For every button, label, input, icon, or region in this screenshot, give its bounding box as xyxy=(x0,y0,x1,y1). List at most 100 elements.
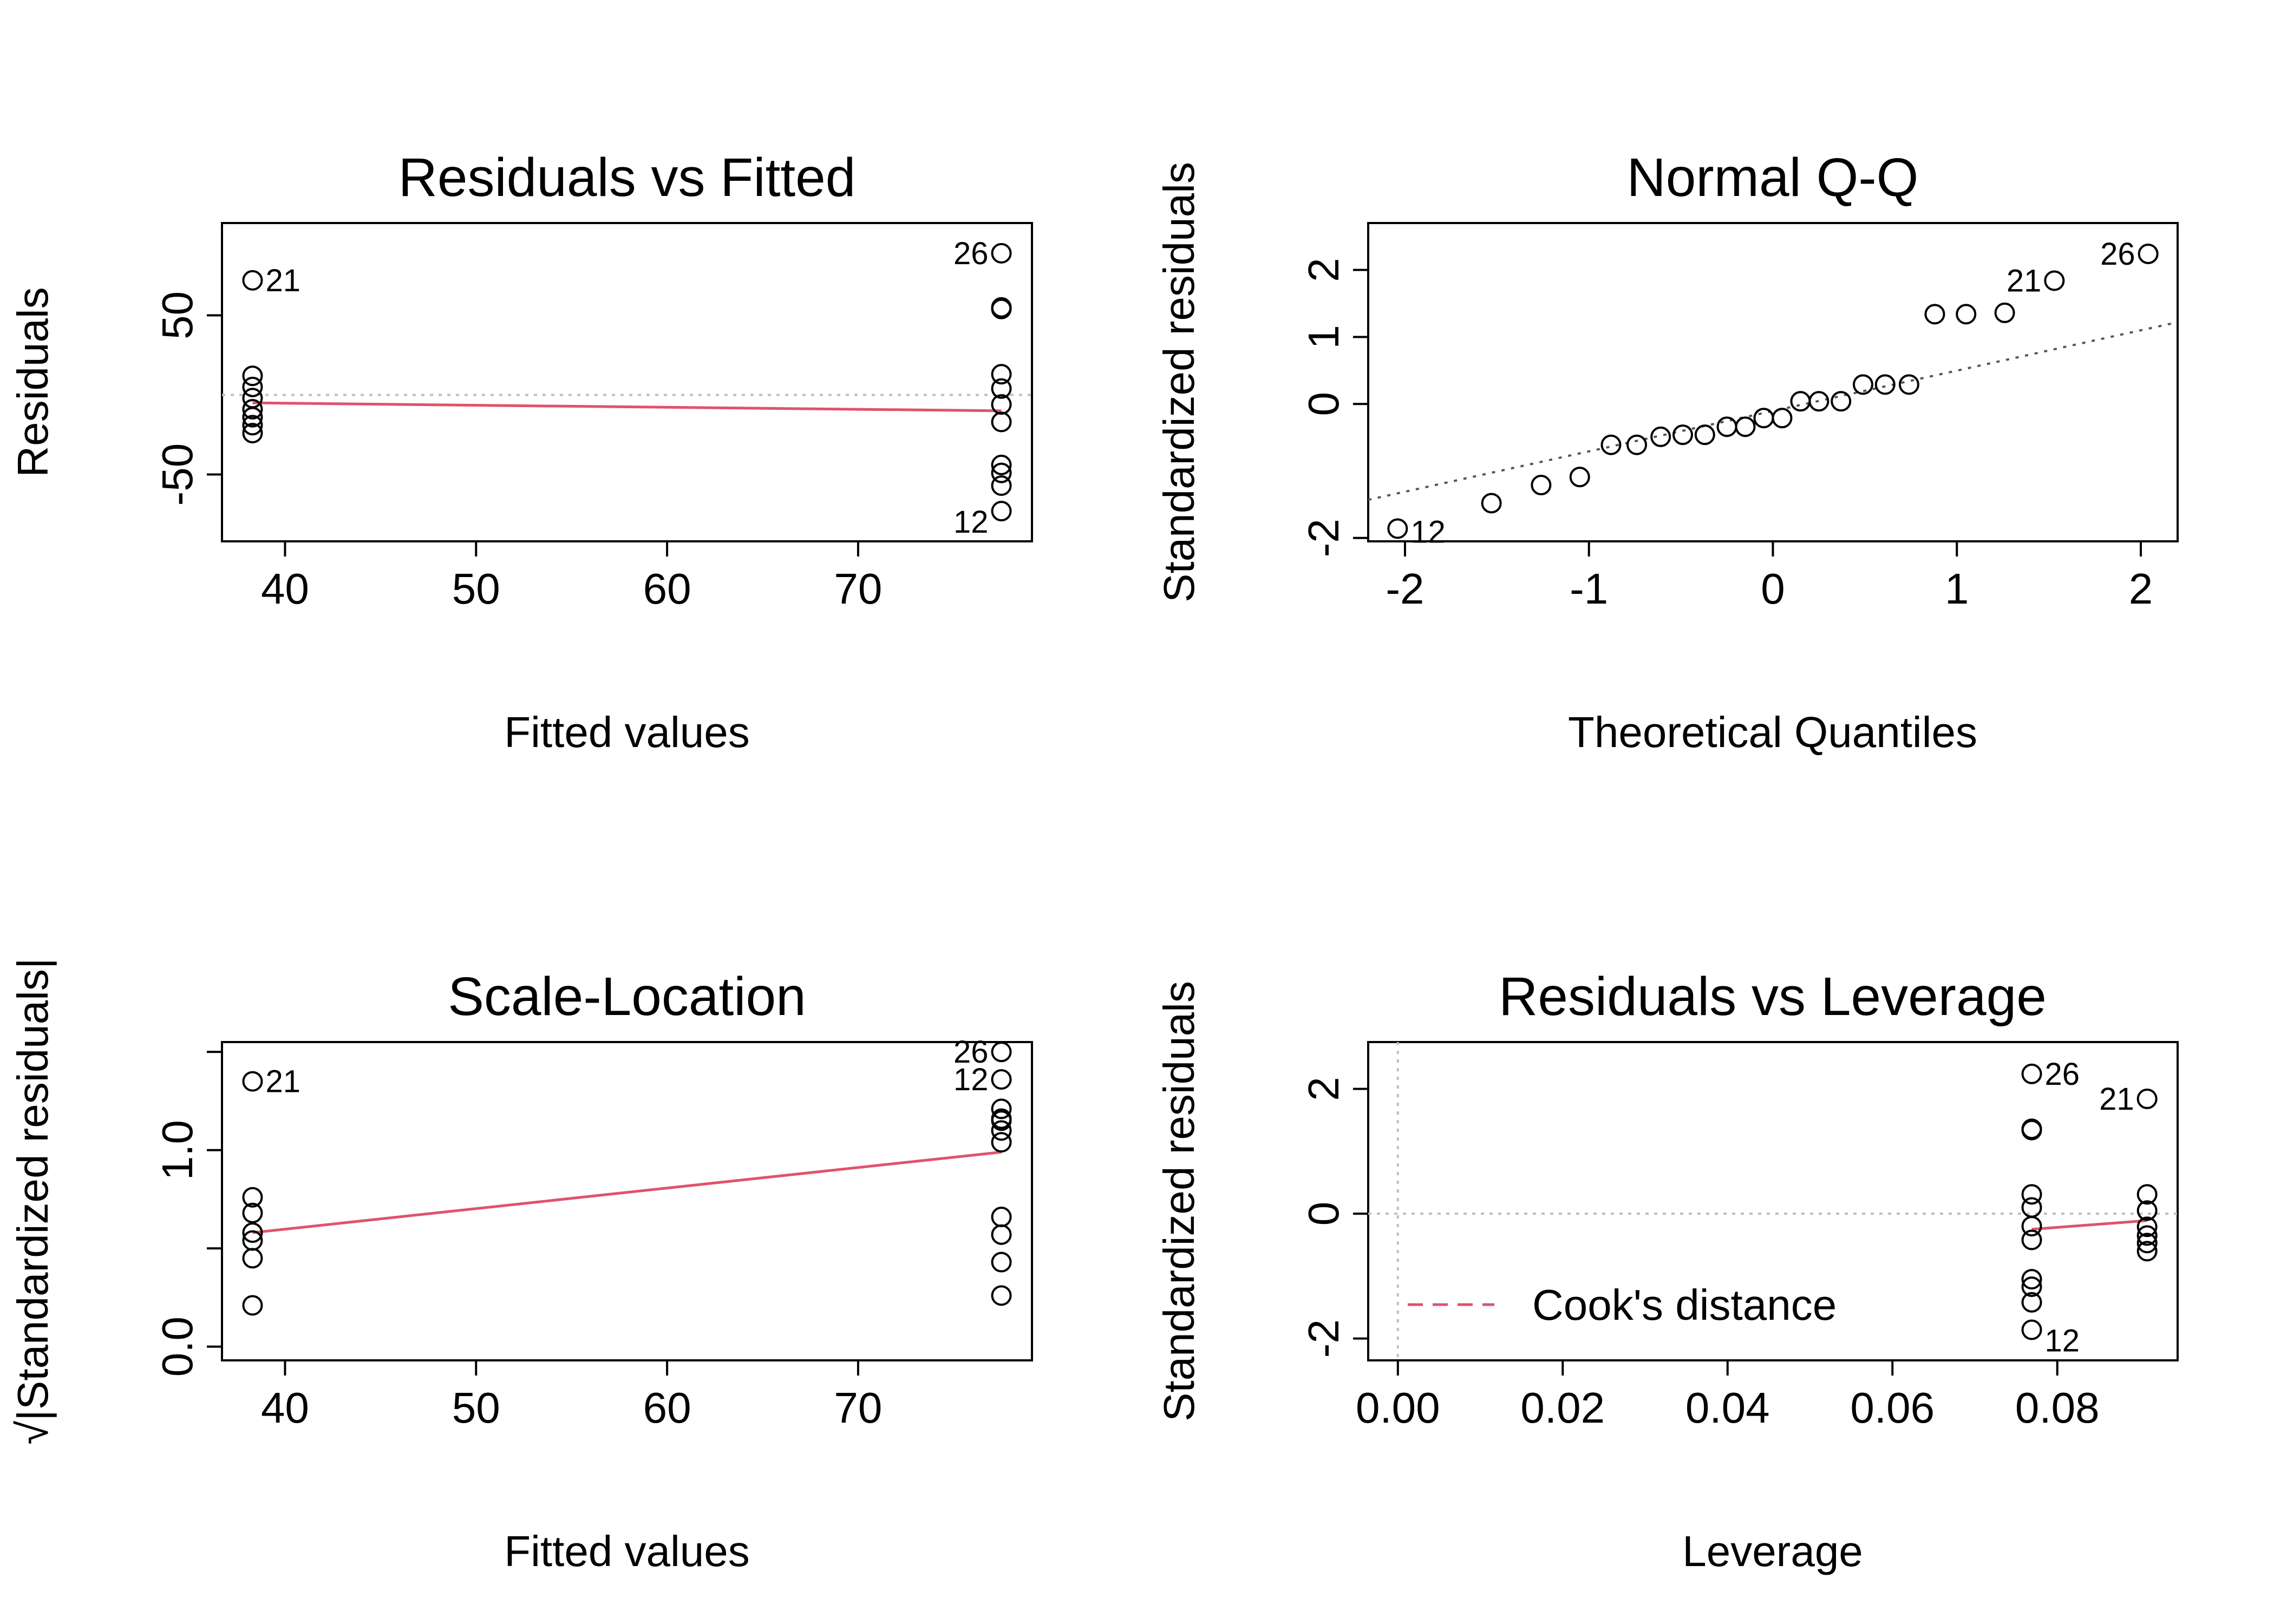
x-tick-label: 0.02 xyxy=(1520,1384,1605,1432)
reference-lines xyxy=(1368,321,2178,501)
data-point xyxy=(242,1187,263,1208)
data-point xyxy=(991,1042,1012,1063)
data-point xyxy=(991,411,1012,433)
panel-scale-location: Scale-Location Fitted values √|Standardi… xyxy=(9,958,1033,1575)
legend-cooks-distance-label: Cook's distance xyxy=(1532,1281,1837,1329)
data-point xyxy=(242,388,263,409)
data-point xyxy=(1481,493,1502,514)
data-point xyxy=(1994,302,2015,323)
data-point xyxy=(2021,1216,2042,1237)
data-point xyxy=(2136,1184,2158,1205)
data-point xyxy=(991,475,1012,496)
data-points: 26 12 21 xyxy=(2021,1057,2158,1359)
x-tick-label: 70 xyxy=(834,1384,882,1432)
x-tick-label: 40 xyxy=(261,565,309,613)
data-point xyxy=(2136,1241,2158,1262)
data-point xyxy=(2021,1269,2042,1290)
x-tick-label: 50 xyxy=(452,565,500,613)
data-point xyxy=(991,1207,1012,1228)
data-point xyxy=(2136,1216,2158,1237)
panel-residuals-vs-leverage: Residuals vs Leverage Leverage Standardi… xyxy=(1155,966,2179,1575)
data-point xyxy=(1831,391,1852,412)
y-axis-label: √|Standardized residuals| xyxy=(9,958,57,1444)
data-point xyxy=(991,378,1012,399)
data-point xyxy=(991,1098,1012,1119)
data-point xyxy=(242,423,263,444)
y-tick-label: 0 xyxy=(1299,1202,1348,1226)
x-axis-label: Leverage xyxy=(1682,1527,1863,1575)
data-point xyxy=(2021,1063,2042,1084)
point-label: 12 xyxy=(2045,1324,2080,1359)
data-point xyxy=(2136,1200,2158,1221)
data-point xyxy=(1753,408,1774,429)
x-axis-label: Fitted values xyxy=(504,1527,750,1575)
data-point xyxy=(1626,434,1648,455)
x-tick-label: 0 xyxy=(1761,565,1785,613)
data-point xyxy=(2021,1276,2042,1297)
data-point xyxy=(1672,424,1694,446)
point-label: 26 xyxy=(953,1034,989,1070)
data-point xyxy=(2044,270,2065,291)
data-point xyxy=(2021,1119,2042,1141)
data-point xyxy=(1790,391,1811,412)
data-point xyxy=(991,1120,1012,1141)
data-point xyxy=(1716,416,1737,437)
data-point xyxy=(991,364,1012,385)
plot-title: Normal Q-Q xyxy=(1627,147,1919,208)
point-label: 21 xyxy=(265,1064,300,1099)
plot-title: Residuals vs Leverage xyxy=(1499,966,2047,1027)
data-point xyxy=(991,1110,1012,1131)
smoother-line xyxy=(252,1150,1002,1234)
plot-frame xyxy=(1367,1041,2179,1361)
y-tick-label: 1.0 xyxy=(153,1120,201,1180)
data-point xyxy=(2021,1229,2042,1250)
point-label: 21 xyxy=(2099,1082,2134,1117)
x-tick-label: 40 xyxy=(261,1384,309,1432)
x-tick-label: 0.04 xyxy=(1685,1384,1770,1432)
plot-title: Scale-Location xyxy=(448,966,806,1027)
axis-ticks: 0.00 0.02 0.04 0.06 0.08 -2 0 2 xyxy=(1299,1077,2100,1432)
data-point xyxy=(1650,426,1671,447)
data-point xyxy=(242,398,263,420)
reference-lines xyxy=(252,1150,1002,1234)
y-axis-label: Standardized residuals xyxy=(1155,162,1203,603)
data-point xyxy=(242,1202,263,1223)
data-point xyxy=(1874,374,1896,395)
x-tick-label: -2 xyxy=(1386,565,1424,613)
point-label: 12 xyxy=(953,505,989,540)
y-tick-label: 0 xyxy=(1299,392,1348,416)
data-point xyxy=(1569,467,1590,488)
data-point xyxy=(991,298,1012,319)
point-label: 26 xyxy=(2045,1057,2080,1092)
x-tick-label: 60 xyxy=(643,1384,691,1432)
x-axis-label: Theoretical Quantiles xyxy=(1568,708,1977,756)
data-point xyxy=(1898,374,1919,395)
y-tick-label: 2 xyxy=(1299,258,1348,281)
smoother-line xyxy=(2031,1219,2147,1231)
x-axis-label: Fitted values xyxy=(504,708,750,756)
data-point xyxy=(1924,304,1945,325)
plot-frame xyxy=(221,222,1033,542)
panel-residuals-vs-fitted: Residuals vs Fitted Fitted values Residu… xyxy=(9,147,1033,756)
x-tick-label: 50 xyxy=(452,1384,500,1432)
data-point xyxy=(2138,243,2159,264)
point-label: 26 xyxy=(2100,237,2135,272)
data-point xyxy=(2021,1292,2042,1313)
reference-lines xyxy=(222,394,1032,412)
y-tick-label: 0.0 xyxy=(153,1317,201,1377)
data-point xyxy=(1694,424,1715,446)
data-point xyxy=(2136,1088,2158,1109)
plot-title: Residuals vs Fitted xyxy=(398,147,856,208)
reference-lines xyxy=(1368,1042,2178,1360)
y-tick-label: 1 xyxy=(1299,325,1348,349)
data-point xyxy=(2021,1319,2042,1340)
data-point xyxy=(991,462,1012,483)
point-label: 26 xyxy=(953,236,989,271)
data-point xyxy=(991,1252,1012,1273)
data-point xyxy=(2136,1233,2158,1254)
data-point xyxy=(991,1285,1012,1306)
y-axis-label: Residuals xyxy=(9,287,57,477)
data-point xyxy=(2021,1184,2042,1205)
